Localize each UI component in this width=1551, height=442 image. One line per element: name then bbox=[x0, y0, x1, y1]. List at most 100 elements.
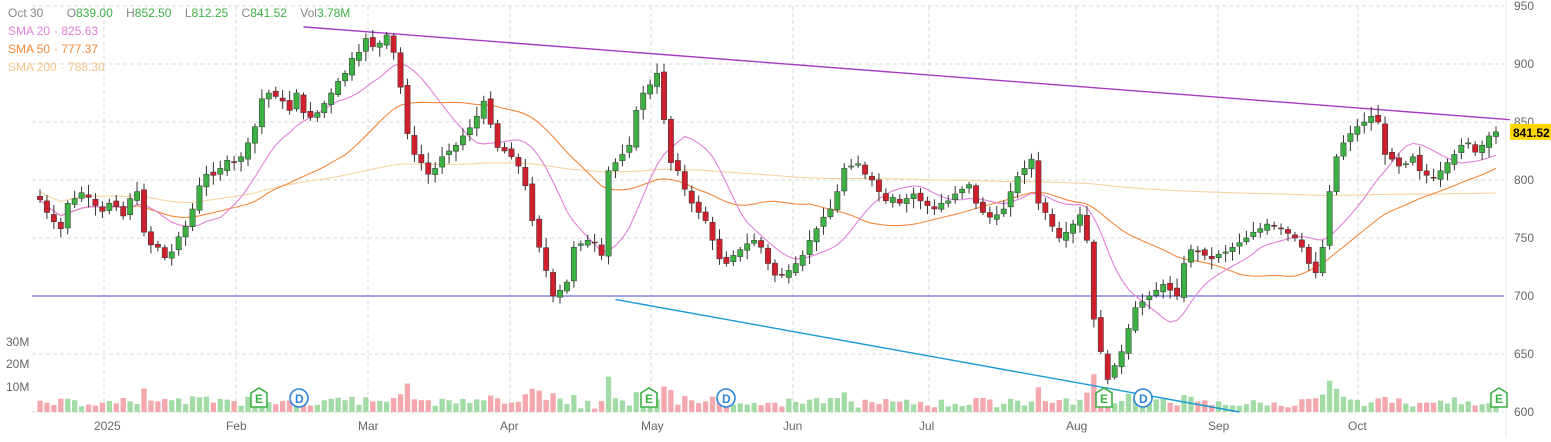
candle[interactable] bbox=[1257, 222, 1264, 238]
candle[interactable] bbox=[1070, 219, 1076, 244]
candle[interactable] bbox=[342, 70, 348, 87]
candle[interactable] bbox=[889, 193, 896, 208]
candle[interactable] bbox=[487, 91, 494, 128]
candle[interactable] bbox=[612, 158, 619, 179]
candle[interactable] bbox=[1361, 112, 1368, 134]
candle[interactable] bbox=[931, 199, 938, 215]
candle[interactable] bbox=[1146, 291, 1153, 310]
candle[interactable] bbox=[397, 47, 404, 94]
candle[interactable] bbox=[71, 190, 78, 209]
candle[interactable] bbox=[550, 268, 556, 303]
candle[interactable] bbox=[1382, 116, 1388, 165]
candle[interactable] bbox=[1201, 247, 1208, 261]
candle[interactable] bbox=[1264, 218, 1271, 235]
candle[interactable] bbox=[411, 125, 418, 163]
candle[interactable] bbox=[882, 188, 889, 204]
candle[interactable] bbox=[751, 233, 758, 247]
candle[interactable] bbox=[501, 142, 508, 154]
sma200-legend[interactable]: SMA 200 · 788.30 bbox=[8, 60, 105, 74]
candle[interactable] bbox=[862, 161, 868, 180]
earnings-marker-icon[interactable]: E bbox=[250, 387, 268, 408]
candle[interactable] bbox=[272, 86, 279, 99]
candle[interactable] bbox=[896, 194, 903, 207]
candle[interactable] bbox=[855, 155, 862, 168]
candle[interactable] bbox=[321, 100, 328, 118]
candle[interactable] bbox=[85, 184, 92, 208]
candle[interactable] bbox=[148, 226, 154, 254]
candle[interactable] bbox=[598, 238, 605, 260]
candle[interactable] bbox=[1111, 363, 1118, 380]
candle[interactable] bbox=[252, 123, 258, 154]
candle[interactable] bbox=[1437, 161, 1444, 188]
candle[interactable] bbox=[1479, 140, 1486, 160]
candle[interactable] bbox=[460, 128, 466, 151]
candle[interactable] bbox=[841, 163, 848, 196]
candle[interactable] bbox=[335, 77, 342, 98]
candle[interactable] bbox=[744, 233, 751, 260]
candle[interactable] bbox=[980, 197, 986, 216]
sma20-legend[interactable]: SMA 20 · 825.63 bbox=[8, 24, 99, 38]
candle[interactable] bbox=[1174, 278, 1180, 301]
candle[interactable] bbox=[564, 279, 570, 294]
candle[interactable] bbox=[1285, 226, 1291, 242]
candle[interactable] bbox=[1472, 141, 1479, 156]
candle[interactable] bbox=[1194, 245, 1201, 262]
candle[interactable] bbox=[217, 160, 224, 182]
candle[interactable] bbox=[265, 89, 272, 108]
candle[interactable] bbox=[584, 234, 591, 248]
candle[interactable] bbox=[1465, 137, 1472, 149]
candle[interactable] bbox=[973, 183, 979, 210]
candle[interactable] bbox=[716, 229, 723, 265]
candle[interactable] bbox=[1347, 125, 1354, 151]
candle[interactable] bbox=[1423, 164, 1430, 184]
candle[interactable] bbox=[356, 43, 362, 67]
candle[interactable] bbox=[369, 29, 376, 52]
candle[interactable] bbox=[383, 32, 390, 49]
candle[interactable] bbox=[99, 201, 106, 219]
candle[interactable] bbox=[1084, 206, 1090, 244]
candle[interactable] bbox=[834, 184, 841, 213]
candle[interactable] bbox=[432, 162, 439, 183]
candle[interactable] bbox=[605, 166, 612, 265]
candle[interactable] bbox=[1125, 324, 1132, 360]
candle[interactable] bbox=[924, 196, 931, 215]
candle[interactable] bbox=[349, 51, 355, 81]
candle[interactable] bbox=[1312, 251, 1319, 279]
earnings-marker-icon[interactable]: E bbox=[1490, 387, 1508, 408]
candle[interactable] bbox=[92, 193, 99, 216]
candle[interactable] bbox=[1167, 276, 1174, 299]
candle[interactable] bbox=[688, 185, 695, 213]
candle[interactable] bbox=[245, 137, 251, 167]
candle[interactable] bbox=[279, 90, 286, 110]
candle[interactable] bbox=[376, 40, 383, 57]
candle[interactable] bbox=[64, 200, 71, 235]
candle[interactable] bbox=[1368, 106, 1375, 131]
candle[interactable] bbox=[1028, 153, 1035, 178]
candle[interactable] bbox=[1139, 293, 1146, 316]
candle[interactable] bbox=[661, 63, 667, 125]
candle[interactable] bbox=[300, 92, 307, 120]
candle[interactable] bbox=[709, 216, 716, 251]
candle[interactable] bbox=[120, 201, 127, 220]
candle[interactable] bbox=[647, 79, 654, 99]
candle[interactable] bbox=[952, 185, 959, 204]
candle[interactable] bbox=[231, 156, 238, 171]
candle[interactable] bbox=[1271, 221, 1278, 230]
candle[interactable] bbox=[203, 165, 210, 197]
candle[interactable] bbox=[806, 230, 813, 265]
candle[interactable] bbox=[778, 268, 785, 279]
candle[interactable] bbox=[1333, 153, 1340, 196]
candle[interactable] bbox=[917, 187, 924, 210]
candle[interactable] bbox=[966, 181, 972, 194]
candle[interactable] bbox=[1035, 151, 1042, 211]
candle[interactable] bbox=[168, 244, 175, 266]
candle[interactable] bbox=[425, 152, 432, 184]
resistance-trend-line[interactable] bbox=[303, 26, 1510, 121]
candle[interactable] bbox=[161, 244, 168, 261]
candle[interactable] bbox=[654, 63, 660, 94]
candle[interactable] bbox=[1389, 147, 1395, 162]
candle[interactable] bbox=[50, 204, 57, 229]
candle[interactable] bbox=[286, 90, 293, 115]
candle[interactable] bbox=[626, 136, 633, 159]
